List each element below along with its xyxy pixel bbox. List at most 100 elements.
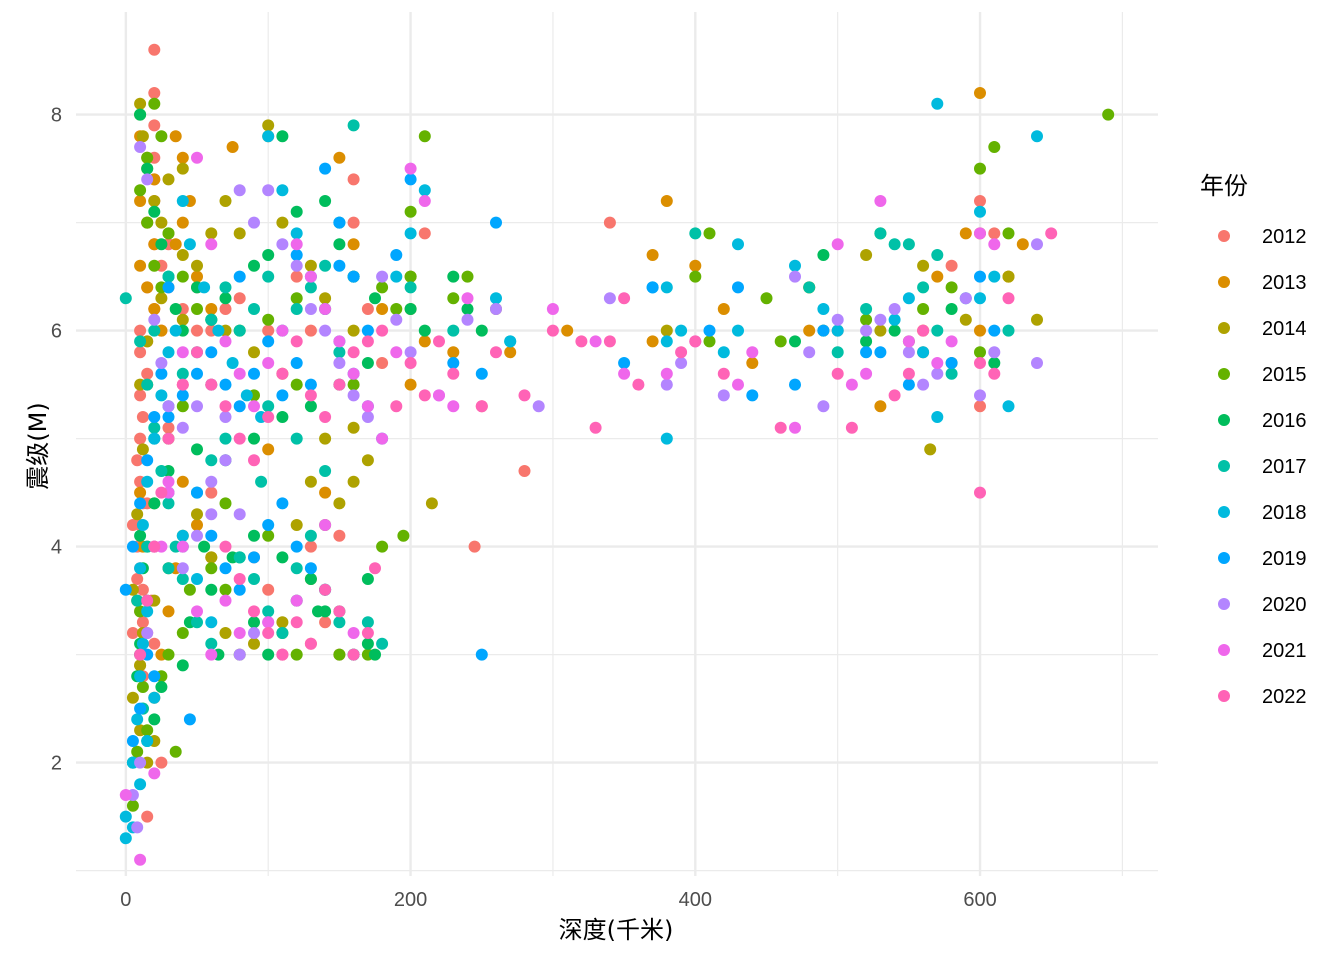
data-point xyxy=(262,583,275,596)
data-point xyxy=(262,249,275,261)
legend-item-2015: 2015 xyxy=(1218,364,1307,386)
data-point xyxy=(803,346,816,359)
data-point xyxy=(155,357,168,369)
data-point xyxy=(959,292,972,305)
data-point xyxy=(136,519,149,531)
data-point xyxy=(546,303,559,315)
data-point xyxy=(831,238,844,251)
data-point xyxy=(126,519,139,531)
data-point xyxy=(304,475,317,488)
data-point xyxy=(162,400,175,413)
data-point xyxy=(248,303,260,315)
data-point xyxy=(732,378,744,391)
data-point xyxy=(219,281,232,294)
legend-swatch xyxy=(1218,322,1230,334)
data-point xyxy=(974,205,986,218)
data-point xyxy=(162,421,175,434)
data-point xyxy=(675,346,688,359)
data-point xyxy=(134,141,147,153)
data-point xyxy=(248,432,260,445)
data-point xyxy=(248,216,260,229)
data-point xyxy=(155,216,168,229)
data-point xyxy=(148,324,161,337)
data-point xyxy=(874,227,887,240)
data-point xyxy=(134,108,147,121)
data-point xyxy=(361,400,374,413)
data-point xyxy=(191,529,203,542)
data-point xyxy=(276,648,289,661)
data-point xyxy=(162,605,175,618)
data-point xyxy=(169,303,182,315)
data-point xyxy=(290,205,303,218)
data-point xyxy=(917,324,930,337)
data-point xyxy=(988,324,1001,337)
data-point xyxy=(490,216,502,229)
data-point xyxy=(703,324,716,337)
data-point xyxy=(148,97,161,110)
data-point xyxy=(888,389,901,402)
data-point xyxy=(945,367,958,380)
data-point xyxy=(233,627,246,639)
data-point xyxy=(376,324,389,337)
data-point xyxy=(404,281,417,294)
data-point xyxy=(148,713,161,726)
data-point xyxy=(219,594,232,607)
legend-label: 2019 xyxy=(1262,548,1307,570)
x-tick-label: 0 xyxy=(120,889,131,911)
data-point xyxy=(226,141,239,153)
data-point xyxy=(660,195,673,207)
data-point xyxy=(988,367,1001,380)
data-point xyxy=(902,238,915,251)
data-point xyxy=(134,562,147,575)
data-point xyxy=(141,151,154,164)
x-tick-label: 600 xyxy=(963,889,996,911)
data-point xyxy=(333,346,346,359)
data-point xyxy=(874,195,887,207)
data-point xyxy=(312,605,324,618)
data-point xyxy=(262,119,275,132)
data-point xyxy=(205,562,218,575)
data-point xyxy=(518,465,531,477)
data-point xyxy=(141,367,154,380)
data-point xyxy=(774,335,787,348)
data-point xyxy=(347,475,360,488)
data-point xyxy=(233,184,246,197)
data-point xyxy=(304,378,317,391)
data-point xyxy=(931,270,944,283)
series-2014 xyxy=(126,97,1043,769)
data-point xyxy=(233,551,246,564)
data-point xyxy=(660,378,673,391)
data-point xyxy=(290,519,303,531)
data-point xyxy=(262,313,275,326)
data-point xyxy=(404,303,417,315)
data-point xyxy=(390,346,403,359)
data-point xyxy=(974,400,986,413)
data-point xyxy=(418,184,431,197)
data-point xyxy=(404,270,417,283)
data-point xyxy=(205,616,218,629)
data-point xyxy=(490,292,502,305)
data-point xyxy=(433,389,445,402)
data-point xyxy=(732,324,744,337)
data-point xyxy=(390,400,403,413)
data-point xyxy=(319,292,332,305)
data-point xyxy=(447,357,460,369)
data-point xyxy=(205,227,218,240)
data-point xyxy=(262,324,275,337)
data-point xyxy=(276,616,289,629)
data-point xyxy=(233,324,246,337)
data-point xyxy=(248,529,260,542)
data-point xyxy=(233,573,246,585)
data-point xyxy=(974,270,986,283)
data-point xyxy=(136,681,149,693)
data-point xyxy=(959,227,972,240)
data-point xyxy=(390,313,403,326)
data-point xyxy=(361,324,374,337)
data-point xyxy=(931,324,944,337)
data-point xyxy=(1031,357,1043,369)
data-point xyxy=(831,324,844,337)
legend-label: 2017 xyxy=(1262,456,1307,478)
data-point xyxy=(376,432,389,445)
data-point xyxy=(988,346,1001,359)
